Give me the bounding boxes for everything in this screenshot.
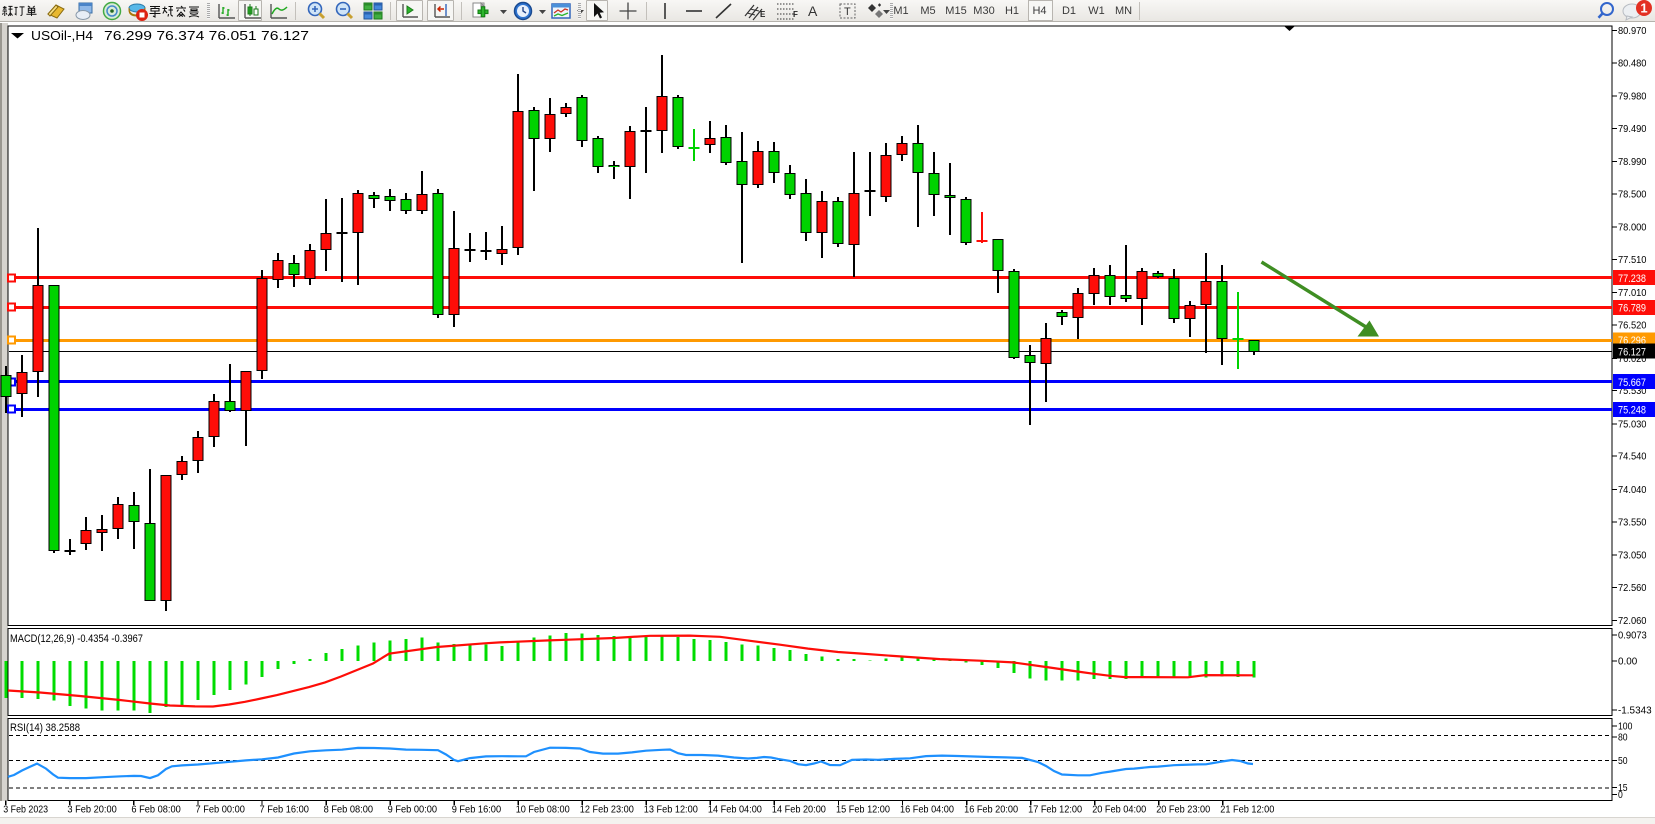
svg-text:78.000: 78.000 — [1618, 222, 1647, 234]
svg-text:12 Feb 23:00: 12 Feb 23:00 — [580, 804, 634, 816]
svg-text:-1.5343: -1.5343 — [1618, 705, 1652, 717]
svg-text:75.248: 75.248 — [1618, 405, 1646, 417]
svg-text:78.990: 78.990 — [1618, 156, 1647, 168]
svg-text:80.970: 80.970 — [1618, 25, 1647, 37]
svg-text:76.520: 76.520 — [1618, 320, 1647, 332]
svg-text:9 Feb 16:00: 9 Feb 16:00 — [452, 804, 502, 816]
svg-text:15: 15 — [1618, 782, 1628, 794]
svg-text:20 Feb 04:00: 20 Feb 04:00 — [1092, 804, 1146, 816]
svg-text:76.299 76.374 76.051 76.127: 76.299 76.374 76.051 76.127 — [104, 29, 309, 43]
svg-text:73.050: 73.050 — [1618, 549, 1647, 561]
svg-text:100: 100 — [1618, 721, 1633, 733]
svg-text:77.238: 77.238 — [1618, 273, 1646, 285]
svg-text:14 Feb 20:00: 14 Feb 20:00 — [772, 804, 826, 816]
svg-text:14 Feb 04:00: 14 Feb 04:00 — [708, 804, 762, 816]
svg-text:21 Feb 12:00: 21 Feb 12:00 — [1220, 804, 1274, 816]
svg-text:75.667: 75.667 — [1618, 377, 1646, 389]
svg-text:77.510: 77.510 — [1618, 254, 1647, 266]
svg-text:USOil-,H4: USOil-,H4 — [31, 29, 93, 43]
svg-text:80.480: 80.480 — [1618, 57, 1647, 69]
svg-text:1: 1 — [1640, 1, 1647, 16]
svg-text:80: 80 — [1618, 732, 1628, 744]
svg-text:76.127: 76.127 — [1618, 346, 1646, 358]
svg-text:13 Feb 12:00: 13 Feb 12:00 — [644, 804, 698, 816]
svg-text:0.9073: 0.9073 — [1618, 629, 1647, 641]
svg-text:16 Feb 04:00: 16 Feb 04:00 — [900, 804, 954, 816]
svg-text:75.030: 75.030 — [1618, 418, 1647, 430]
svg-text:3 Feb 20:00: 3 Feb 20:00 — [67, 804, 117, 816]
svg-text:MACD(12,26,9) -0.4354 -0.3967: MACD(12,26,9) -0.4354 -0.3967 — [10, 633, 143, 645]
svg-text:76.789: 76.789 — [1618, 303, 1646, 315]
svg-text:17 Feb 12:00: 17 Feb 12:00 — [1028, 804, 1082, 816]
svg-text:78.500: 78.500 — [1618, 189, 1647, 201]
svg-text:16 Feb 20:00: 16 Feb 20:00 — [964, 804, 1018, 816]
svg-text:9 Feb 00:00: 9 Feb 00:00 — [388, 804, 438, 816]
svg-text:15 Feb 12:00: 15 Feb 12:00 — [836, 804, 890, 816]
svg-text:7 Feb 16:00: 7 Feb 16:00 — [260, 804, 310, 816]
svg-text:0: 0 — [1618, 789, 1623, 801]
svg-text:0.00: 0.00 — [1618, 656, 1637, 668]
svg-text:79.980: 79.980 — [1618, 91, 1647, 103]
svg-text:RSI(14) 38.2588: RSI(14) 38.2588 — [10, 722, 80, 734]
svg-text:74.540: 74.540 — [1618, 451, 1647, 463]
svg-text:79.490: 79.490 — [1618, 123, 1647, 135]
svg-text:3 Feb 2023: 3 Feb 2023 — [3, 804, 48, 816]
svg-text:7 Feb 00:00: 7 Feb 00:00 — [196, 804, 246, 816]
svg-text:T: T — [844, 6, 851, 18]
svg-text:8 Feb 08:00: 8 Feb 08:00 — [324, 804, 374, 816]
svg-text:10 Feb 08:00: 10 Feb 08:00 — [516, 804, 570, 816]
svg-text:77.010: 77.010 — [1618, 287, 1647, 299]
svg-text:6 Feb 08:00: 6 Feb 08:00 — [131, 804, 181, 816]
svg-text:50: 50 — [1618, 755, 1628, 767]
svg-text:74.040: 74.040 — [1618, 484, 1647, 496]
svg-text:72.560: 72.560 — [1618, 582, 1647, 594]
svg-text:20 Feb 23:00: 20 Feb 23:00 — [1156, 804, 1210, 816]
svg-text:72.060: 72.060 — [1618, 615, 1647, 627]
svg-text:73.550: 73.550 — [1618, 516, 1647, 528]
